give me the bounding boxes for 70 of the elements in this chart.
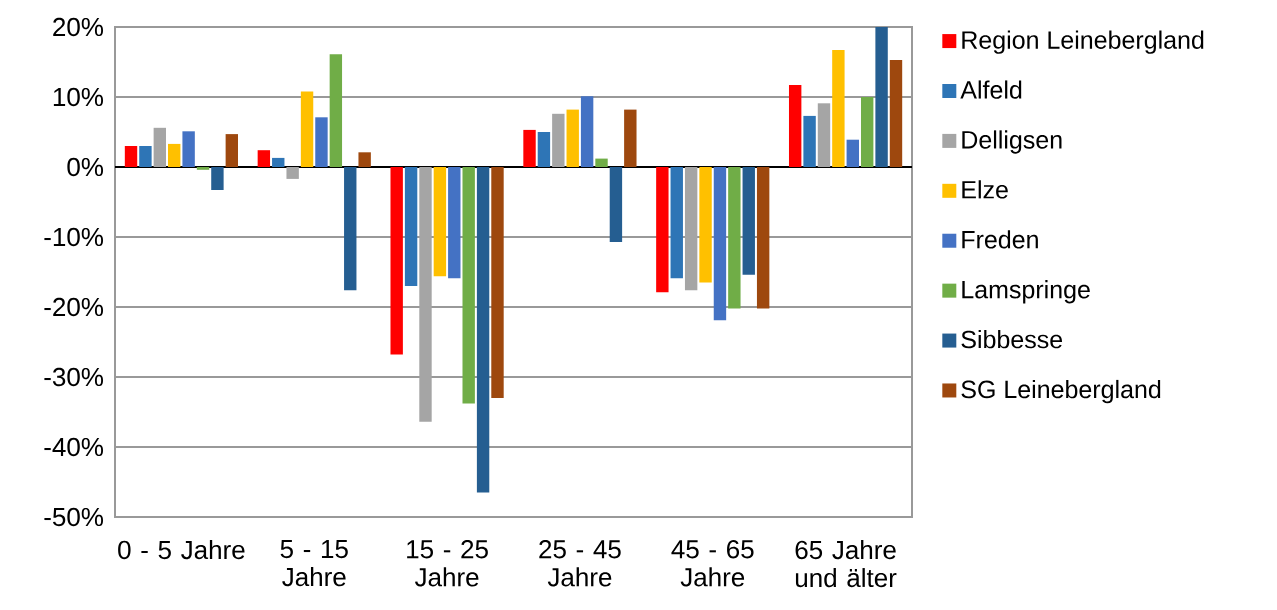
legend-label: Lamspringe	[962, 280, 1090, 304]
bar	[462, 167, 475, 404]
bar	[300, 91, 314, 167]
bar	[390, 167, 403, 355]
bar	[624, 109, 637, 167]
bar	[329, 54, 343, 167]
bar	[756, 167, 770, 309]
bar	[566, 109, 579, 167]
bar	[803, 115, 816, 167]
bar	[684, 167, 698, 291]
y-tick-label: 0%	[67, 157, 104, 177]
bar	[552, 113, 565, 167]
bar	[656, 167, 669, 293]
bar	[523, 129, 536, 167]
bar	[124, 146, 138, 167]
legend-label: Freden	[962, 230, 1038, 249]
bar	[788, 85, 802, 167]
bar	[315, 117, 328, 167]
bar	[168, 143, 181, 167]
legend-label: Region Leinebergland	[962, 30, 1204, 54]
bar	[491, 167, 504, 398]
bar	[889, 59, 903, 167]
bar	[846, 139, 859, 167]
y-tick-label: -10%	[44, 227, 104, 247]
bar	[860, 97, 874, 167]
bar	[476, 167, 490, 493]
bar	[211, 167, 224, 191]
legend-label: Sibbesse	[961, 329, 1063, 349]
bar	[875, 27, 888, 167]
bar	[742, 167, 755, 275]
y-tick-label: -30%	[44, 367, 104, 387]
x-tick-label: 65 Jahre und älter	[795, 540, 897, 588]
bar	[419, 167, 432, 422]
bar	[257, 150, 271, 167]
bar	[537, 132, 551, 167]
bar	[699, 167, 712, 283]
x-tick-label: 25 - 45 Jahre	[539, 540, 621, 587]
bar	[358, 152, 371, 167]
bar	[225, 134, 239, 167]
bar	[817, 103, 831, 167]
y-tick-label: -40%	[44, 437, 104, 457]
bar	[670, 167, 683, 279]
legend-label: Delligsen	[962, 130, 1062, 154]
bar	[595, 158, 608, 167]
x-tick-label: 0 - 5 Jahre	[118, 540, 245, 560]
legend-label: Elze	[962, 180, 1008, 199]
y-tick-label: -20%	[44, 297, 104, 317]
y-tick-label: 20%	[53, 17, 104, 37]
bar	[272, 157, 285, 167]
bar	[344, 167, 357, 291]
bar	[182, 131, 195, 167]
y-tick-label: 10%	[53, 87, 104, 107]
bar	[153, 127, 167, 167]
legend-label: SG Leinebergland	[961, 379, 1161, 404]
bar	[728, 167, 741, 309]
x-tick-label: 45 - 65 Jahre	[671, 540, 754, 587]
x-tick-label: 15 - 25 Jahre	[407, 540, 488, 587]
x-tick-label: 5 - 15 Jahre	[280, 540, 348, 587]
bar	[196, 167, 210, 170]
bar	[286, 167, 299, 179]
bar	[713, 167, 727, 321]
bar	[609, 167, 623, 242]
legend-label: Alfeld	[960, 80, 1022, 99]
bar	[433, 167, 447, 277]
bar	[404, 167, 418, 286]
y-tick-label: -50%	[44, 507, 104, 527]
bar	[139, 146, 152, 167]
bar	[832, 50, 845, 167]
bar	[580, 96, 594, 167]
bar	[448, 167, 461, 279]
